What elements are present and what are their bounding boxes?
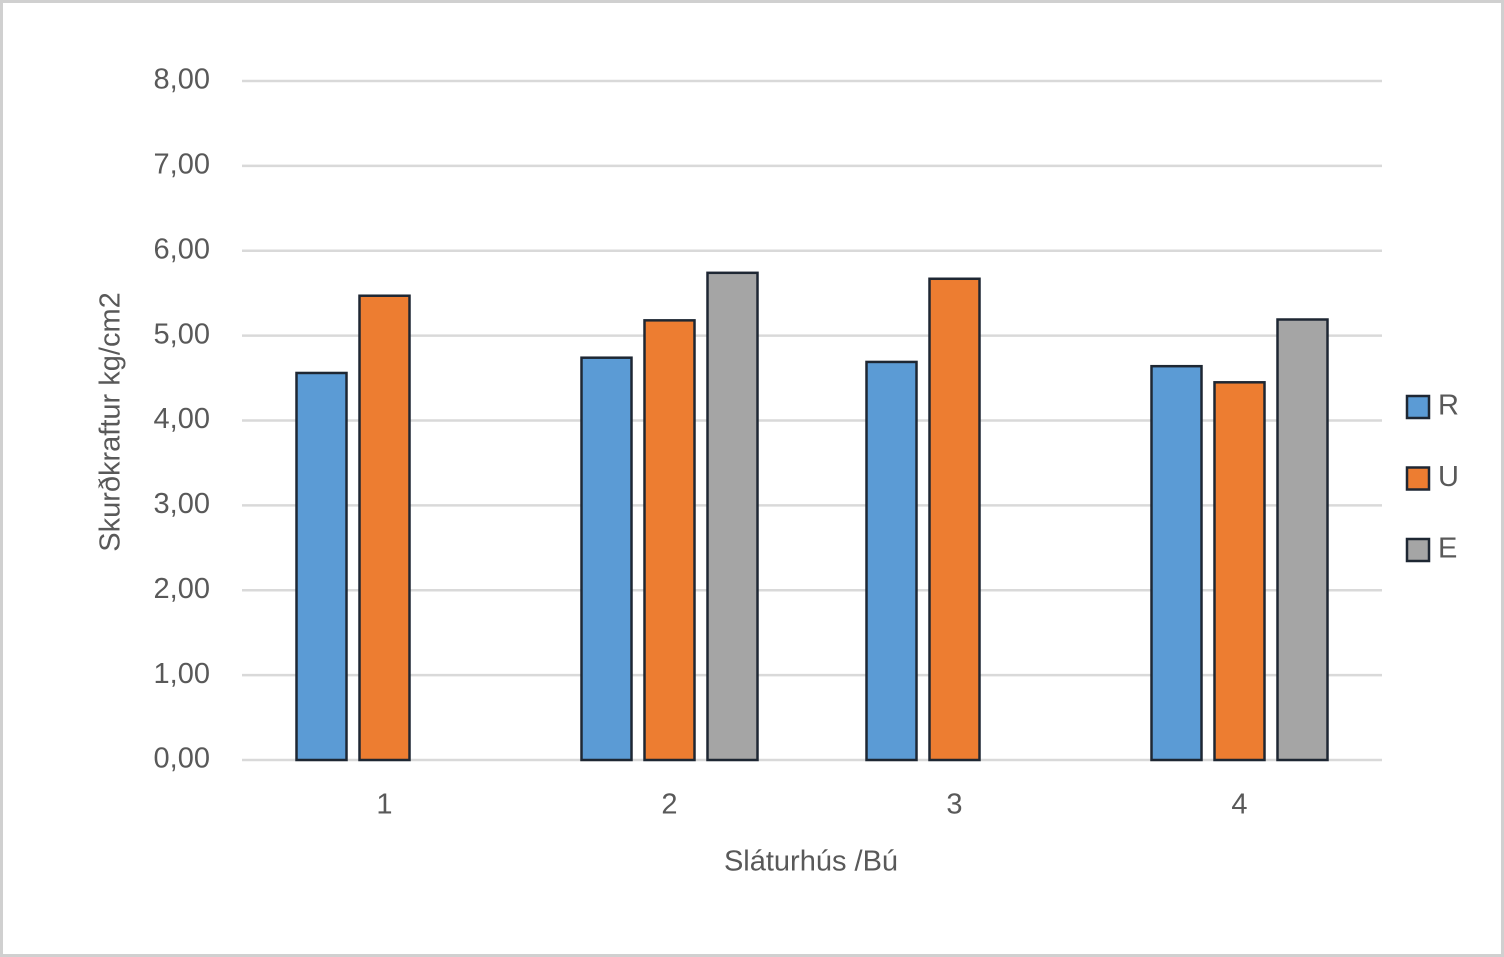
y-tick-label: 5,00 [154, 318, 210, 350]
bar [1213, 381, 1266, 762]
bar [358, 294, 411, 762]
x-tick-label: 3 [946, 789, 962, 821]
bar [706, 271, 759, 762]
x-tick-label: 1 [376, 789, 392, 821]
y-tick-label: 7,00 [154, 149, 210, 181]
bar [580, 356, 633, 762]
y-tick-label: 4,00 [154, 403, 210, 435]
y-tick-label: 6,00 [154, 233, 210, 265]
bar [643, 319, 696, 762]
bar [295, 371, 348, 762]
legend-swatch [1405, 537, 1431, 563]
x-axis-title: Sláturhús /Bú [724, 846, 898, 878]
bar [928, 277, 981, 762]
x-tick-label: 4 [1231, 789, 1247, 821]
y-tick-label: 3,00 [154, 488, 210, 520]
legend-label: R [1438, 390, 1459, 422]
bar [865, 360, 918, 762]
legend-swatch [1405, 466, 1431, 491]
y-tick-label: 0,00 [154, 743, 210, 775]
bar [1276, 318, 1329, 762]
y-tick-label: 8,00 [154, 64, 210, 96]
y-tick-label: 1,00 [154, 658, 210, 690]
legend-label: U [1438, 461, 1459, 493]
legend-swatch [1405, 394, 1431, 420]
x-tick-label: 2 [661, 789, 677, 821]
y-tick-label: 2,00 [154, 573, 210, 605]
bar [1150, 364, 1203, 762]
legend-label: E [1438, 533, 1457, 565]
y-axis-title: Skurðkraftur kg/cm2 [95, 292, 127, 551]
